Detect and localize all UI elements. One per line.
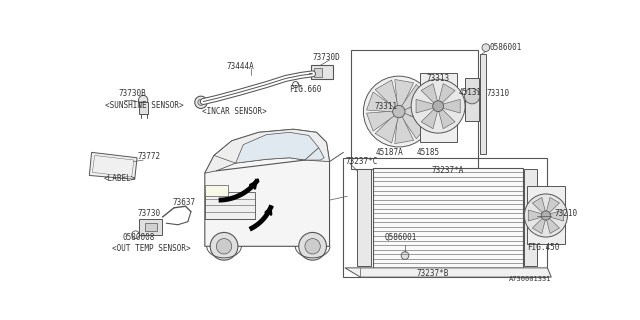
Polygon shape — [375, 114, 399, 143]
Polygon shape — [546, 197, 559, 214]
Bar — [314, 68, 322, 77]
Bar — [357, 169, 371, 266]
Polygon shape — [375, 80, 399, 109]
Text: 73237*C: 73237*C — [346, 157, 378, 166]
Bar — [420, 73, 458, 142]
Polygon shape — [402, 102, 429, 121]
Text: <LABEL>: <LABEL> — [103, 174, 136, 183]
Circle shape — [198, 99, 204, 105]
Polygon shape — [400, 112, 429, 139]
Circle shape — [482, 44, 490, 52]
Bar — [465, 78, 479, 121]
Text: FIG.450: FIG.450 — [527, 243, 559, 252]
Bar — [140, 219, 163, 235]
Polygon shape — [395, 79, 413, 108]
Bar — [311, 65, 333, 79]
Polygon shape — [532, 217, 546, 234]
Bar — [344, 158, 547, 277]
Circle shape — [393, 105, 405, 118]
Text: 45131: 45131 — [459, 88, 482, 97]
Text: 73730B: 73730B — [118, 89, 147, 98]
Text: 73637: 73637 — [172, 198, 196, 207]
Text: 73772: 73772 — [137, 152, 160, 161]
Circle shape — [401, 252, 409, 260]
Text: FIG.660: FIG.660 — [289, 85, 322, 94]
Bar — [205, 192, 255, 219]
Circle shape — [433, 101, 444, 112]
Bar — [205, 185, 228, 196]
Circle shape — [216, 239, 232, 254]
Polygon shape — [205, 129, 330, 173]
Text: 0586001: 0586001 — [490, 43, 522, 52]
Polygon shape — [548, 210, 564, 221]
Polygon shape — [421, 108, 438, 129]
Polygon shape — [441, 99, 460, 113]
Polygon shape — [400, 84, 429, 111]
Text: <INCAR SENSOR>: <INCAR SENSOR> — [202, 107, 266, 116]
Circle shape — [541, 211, 550, 220]
Bar — [145, 223, 157, 231]
Polygon shape — [421, 84, 438, 105]
Bar — [527, 186, 565, 244]
Polygon shape — [345, 268, 551, 277]
Polygon shape — [532, 197, 546, 214]
Polygon shape — [395, 115, 413, 144]
Polygon shape — [305, 148, 324, 160]
Polygon shape — [367, 111, 396, 131]
Circle shape — [299, 232, 326, 260]
Bar — [372, 168, 523, 268]
Text: 73310: 73310 — [486, 89, 509, 98]
Circle shape — [464, 88, 480, 104]
Polygon shape — [367, 92, 396, 112]
Polygon shape — [438, 84, 455, 105]
Text: <SUNSHINE SENSOR>: <SUNSHINE SENSOR> — [105, 101, 183, 110]
Circle shape — [210, 232, 238, 260]
Text: 73730: 73730 — [138, 210, 161, 219]
Circle shape — [292, 82, 299, 88]
Polygon shape — [205, 129, 330, 246]
Polygon shape — [546, 217, 559, 234]
Circle shape — [411, 79, 465, 133]
Circle shape — [132, 231, 140, 239]
Text: 73237*B: 73237*B — [417, 269, 449, 278]
Circle shape — [139, 95, 148, 105]
Text: 73444A: 73444A — [227, 62, 254, 71]
Polygon shape — [416, 99, 435, 113]
Polygon shape — [236, 132, 319, 163]
Text: 73311: 73311 — [374, 102, 397, 111]
Text: 73313: 73313 — [427, 74, 450, 83]
Bar — [139, 101, 148, 114]
Text: <OUT TEMP SENSOR>: <OUT TEMP SENSOR> — [113, 244, 191, 253]
Bar — [480, 54, 486, 154]
Bar — [351, 50, 478, 169]
Circle shape — [305, 239, 320, 254]
Polygon shape — [438, 108, 455, 129]
Circle shape — [524, 194, 568, 237]
Polygon shape — [528, 210, 544, 221]
Bar — [524, 169, 538, 266]
Text: 0580008: 0580008 — [122, 233, 155, 242]
Polygon shape — [90, 152, 137, 179]
Text: 73730D: 73730D — [312, 53, 340, 62]
Text: 73237*A: 73237*A — [432, 166, 465, 175]
Text: 73210: 73210 — [554, 210, 577, 219]
Text: A730001331: A730001331 — [509, 276, 552, 282]
Circle shape — [364, 76, 435, 147]
Text: Q586001: Q586001 — [385, 233, 417, 242]
Circle shape — [195, 96, 207, 108]
Text: 45187A: 45187A — [376, 148, 403, 157]
Text: 45185: 45185 — [417, 148, 440, 157]
